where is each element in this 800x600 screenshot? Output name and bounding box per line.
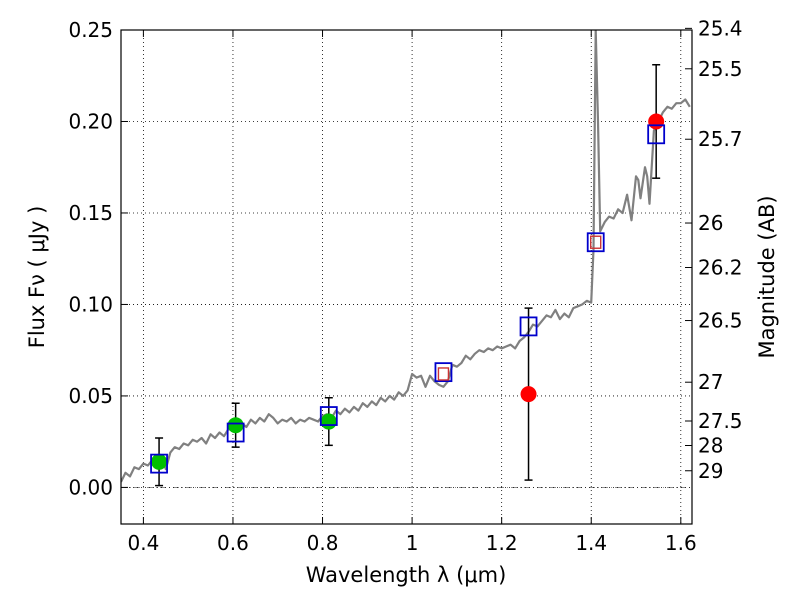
y2-tick-label: 26.5 xyxy=(698,309,743,333)
data-point xyxy=(151,453,168,470)
model-square xyxy=(150,453,168,474)
x-tick-label: 1.6 xyxy=(665,531,697,555)
predicted-square xyxy=(437,367,450,381)
model-square xyxy=(647,124,666,145)
x-tick-label: 0.6 xyxy=(217,531,249,555)
predicted-square xyxy=(590,235,602,249)
data-point xyxy=(648,113,665,130)
y-tick-label: 0.15 xyxy=(68,201,113,225)
series-predicted-photometry xyxy=(437,235,602,381)
model-square xyxy=(226,422,245,443)
x-tick-label: 1.2 xyxy=(486,531,518,555)
y2-tick-label: 29 xyxy=(698,459,723,483)
y2-tick-label: 27.5 xyxy=(698,409,743,433)
y2-tick-label: 26 xyxy=(698,211,723,235)
y-axis-ticks: 0.00 0.05 0.10 0.15 0.20 0.25 xyxy=(68,18,128,499)
data-point xyxy=(520,386,537,403)
data-point xyxy=(320,413,337,430)
x-tick-label: 1.4 xyxy=(575,531,607,555)
y-tick-label: 0.00 xyxy=(68,475,113,499)
x-tick-label: 0.8 xyxy=(307,531,339,555)
x-tick-label: 0.4 xyxy=(127,531,159,555)
y-tick-label: 0.05 xyxy=(68,384,113,408)
model-square xyxy=(586,232,605,253)
x-tick-label: 1 xyxy=(406,531,419,555)
y2-tick-label: 25.5 xyxy=(698,57,743,81)
y-axis-label: Flux Fν ( μJy ) xyxy=(25,206,49,349)
series-sed-model xyxy=(121,30,691,483)
y2-tick-label: 28 xyxy=(698,434,723,458)
x-axis-label: Wavelength λ (μm) xyxy=(306,563,507,587)
series-model-photometry xyxy=(150,124,666,474)
y2-tick-label: 26.2 xyxy=(698,255,743,279)
x-axis-ticks: 0.4 0.6 0.8 1 1.2 1.4 1.6 xyxy=(127,30,697,555)
y2-tick-label: 25.4 xyxy=(698,16,743,40)
y-tick-label: 0.20 xyxy=(68,109,113,133)
grid-lines xyxy=(121,29,692,524)
y-tick-label: 0.10 xyxy=(68,292,113,316)
y-tick-label: 0.25 xyxy=(68,18,113,42)
model-square xyxy=(434,362,453,383)
plot-content xyxy=(121,30,691,487)
y2-tick-label: 25.7 xyxy=(698,127,743,151)
y2-axis-label: Magnitude (AB) xyxy=(755,195,779,358)
model-square xyxy=(519,316,538,337)
data-point xyxy=(227,417,244,434)
model-square xyxy=(319,406,338,426)
y2-tick-label: 27 xyxy=(698,370,723,394)
sed-model-line xyxy=(121,30,691,483)
plot-frame xyxy=(120,29,693,525)
